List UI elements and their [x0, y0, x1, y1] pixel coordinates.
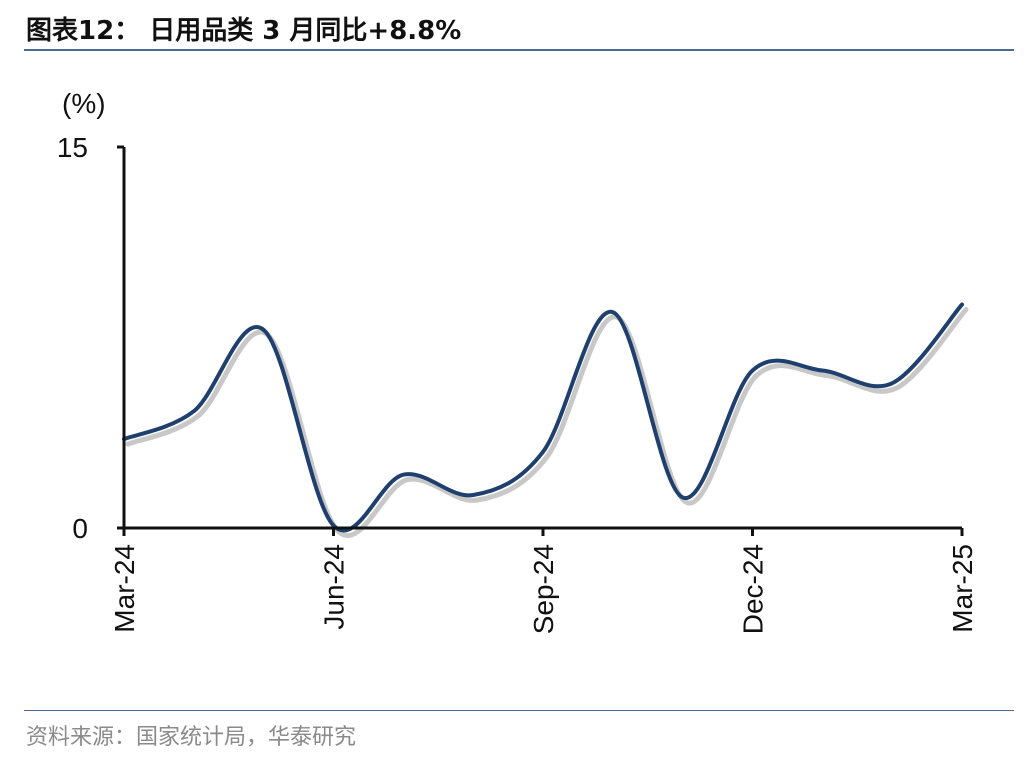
- line-shadow: [125, 307, 969, 538]
- series-layer: [122, 302, 965, 533]
- x-tick-label: Mar-25: [947, 544, 978, 633]
- data-point-feb-25: [889, 380, 895, 386]
- data-point-jan-25: [819, 368, 825, 374]
- data-point-nov-24: [680, 495, 686, 501]
- data-point-oct-24: [610, 309, 616, 315]
- data-point-jul-24: [400, 472, 406, 478]
- line-chart: (%) 0 15 Mar-24 Jun-24 Sep-24 Dec-24 Mar-25: [57, 88, 978, 634]
- data-point-may-24: [261, 327, 267, 333]
- footer-divider: [24, 710, 1014, 711]
- y-tick-label: 15: [57, 132, 88, 163]
- data-point-mar-25: [959, 302, 965, 308]
- chart-title: 图表12： 日用品类 3 月同比+8.8%: [26, 16, 462, 46]
- data-point-sep-24: [540, 449, 546, 455]
- x-tick-label: Dec-24: [738, 544, 769, 634]
- data-point-dec-24: [750, 368, 756, 374]
- series-line-shadow: [125, 307, 969, 538]
- x-tick-label: Mar-24: [109, 544, 140, 633]
- x-tick-label: Jun-24: [319, 544, 350, 630]
- x-axis-ticks: Mar-24 Jun-24 Sep-24 Dec-24 Mar-25: [109, 528, 978, 634]
- y-axis-unit-label: (%): [62, 88, 106, 119]
- header-divider: [24, 49, 1014, 51]
- y-axis-ticks: 0 15: [57, 132, 124, 544]
- y-tick-label: 0: [72, 513, 88, 544]
- x-tick-label: Sep-24: [528, 544, 559, 634]
- data-point-aug-24: [470, 492, 476, 498]
- series-line: [122, 302, 964, 533]
- data-point-apr-24: [191, 408, 197, 414]
- source-note: 资料来源：国家统计局，华泰研究: [26, 725, 357, 750]
